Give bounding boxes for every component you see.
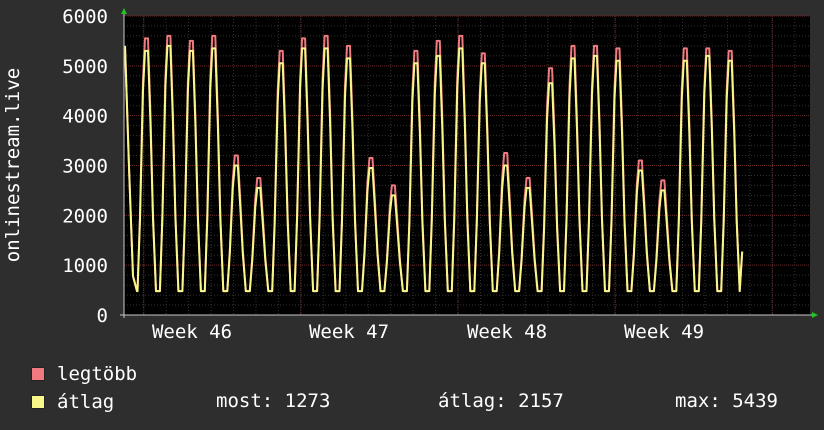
y-tick-label: 4000	[62, 106, 108, 128]
y-axis-label: onlinestream.live	[2, 68, 24, 262]
legend-swatch-avg	[31, 395, 45, 409]
x-tick-label: Week 48	[467, 321, 547, 343]
legend-label-avg: átlag	[57, 391, 115, 413]
x-tick-label: Week 47	[309, 321, 389, 343]
series-line-avg	[124, 44, 744, 293]
x-tick-label: Week 49	[624, 321, 704, 343]
axes	[120, 8, 818, 318]
x-axis-arrow	[812, 312, 818, 318]
y-tick-labels: 0 1000 2000 3000 4000 5000 6000	[62, 6, 108, 327]
legend-label-max: legtöbb	[57, 363, 138, 385]
y-tick-label: 1000	[62, 255, 108, 277]
x-tick-label: Week 46	[152, 321, 232, 343]
stat-now: most: 1273	[216, 390, 331, 412]
y-tick-label: 0	[97, 305, 108, 327]
series-group	[124, 34, 744, 293]
legend-item-max: legtöbb	[31, 363, 137, 385]
y-axis-arrow	[121, 8, 127, 14]
y-tick-label: 6000	[62, 6, 108, 28]
x-tick-labels: Week 46 Week 47 Week 48 Week 49	[152, 321, 704, 343]
stat-avg: átlag: 2157	[438, 390, 564, 412]
chart-svg: 0 1000 2000 3000 4000 5000 6000 Week 46 Week 47…	[2, 6, 818, 343]
legend-swatch-max	[31, 367, 45, 381]
legend-item-avg: átlag	[31, 391, 114, 413]
stat-max: max: 5439	[675, 390, 778, 412]
y-tick-label: 5000	[62, 56, 108, 78]
y-tick-label: 3000	[62, 156, 108, 178]
y-tick-label: 2000	[62, 205, 108, 227]
